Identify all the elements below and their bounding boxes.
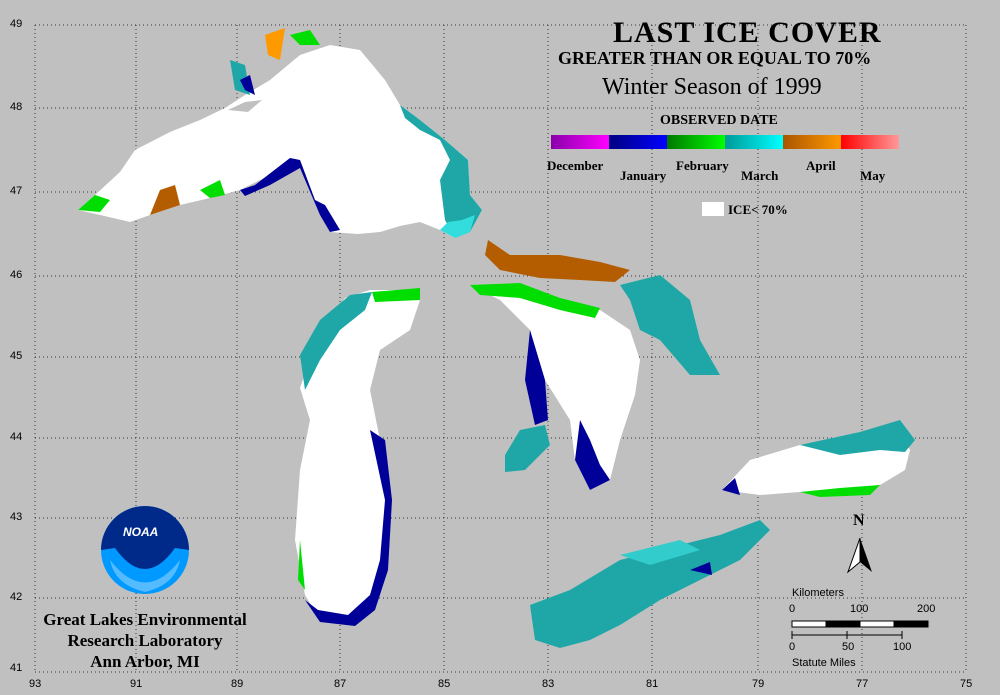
lon-label-81: 81 [646, 678, 659, 690]
lon-label-83: 83 [542, 678, 555, 690]
scale-mi-title: Statute Miles [792, 657, 856, 669]
lon-label-75: 75 [960, 678, 973, 690]
scale-km-tick-0: 0 [789, 603, 796, 615]
credit-block: Great Lakes Environmental Research Labor… [30, 609, 260, 672]
lake-erie [530, 520, 770, 648]
legend-heading: OBSERVED DATE [660, 113, 778, 128]
legend-swatch-april [783, 135, 841, 149]
credit-line-2: Research Laboratory [67, 631, 223, 650]
scale-km-tick-200: 200 [917, 603, 936, 615]
legend-label-march: March [741, 168, 779, 183]
lon-label-91: 91 [130, 678, 143, 690]
season-label: Winter Season of 1999 [602, 74, 822, 100]
lat-label-47: 47 [10, 185, 23, 197]
legend-swatch-january [609, 135, 667, 149]
lon-label-79: 79 [752, 678, 765, 690]
lat-label-41: 41 [10, 662, 23, 674]
noaa-logo-text: NOAA [123, 525, 159, 539]
lat-label-46: 46 [10, 269, 23, 281]
legend-swatch-december [551, 135, 609, 149]
legend-swatch-march [725, 135, 783, 149]
ice-below-70-label: ICE< 70% [728, 202, 788, 217]
lat-label-44: 44 [10, 431, 23, 443]
lon-label-77: 77 [856, 678, 869, 690]
lon-label-93: 93 [29, 678, 42, 690]
map-title: LAST ICE COVER [613, 16, 882, 49]
legend-label-february: February [676, 158, 729, 173]
noaa-logo-icon [101, 506, 189, 594]
lat-label-45: 45 [10, 350, 23, 362]
credit-line-3: Ann Arbor, MI [90, 652, 200, 671]
legend-label-may: May [860, 168, 886, 183]
legend-label-december: December [547, 158, 604, 173]
lon-label-85: 85 [438, 678, 451, 690]
lake-huron [470, 275, 720, 490]
observed-date-color-bar [551, 135, 899, 149]
north-label: N [853, 512, 865, 529]
ice-below-70-swatch [702, 202, 724, 216]
legend-label-april: April [806, 158, 836, 173]
legend-swatch-may [841, 135, 899, 149]
lat-label-42: 42 [10, 591, 23, 603]
lat-label-43: 43 [10, 511, 23, 523]
lake-superior [78, 28, 482, 238]
scale-km-tick-100: 100 [850, 603, 869, 615]
scale-mi-tick-0: 0 [789, 641, 796, 653]
scale-bar-miles [791, 631, 903, 639]
map-subtitle: GREATER THAN OR EQUAL TO 70% [558, 48, 872, 68]
lon-label-89: 89 [231, 678, 244, 690]
legend-label-january: January [620, 168, 667, 183]
scale-mi-tick-100: 100 [893, 641, 912, 653]
lake-ontario [722, 420, 915, 497]
lon-label-87: 87 [334, 678, 347, 690]
scale-bar-km [791, 620, 929, 628]
lat-label-49: 49 [10, 18, 23, 30]
lake-michigan [295, 288, 420, 626]
lat-label-48: 48 [10, 101, 23, 113]
scale-mi-tick-50: 50 [842, 641, 855, 653]
credit-line-1: Great Lakes Environmental [43, 610, 247, 629]
north-channel-april [485, 240, 630, 282]
scale-km-title: Kilometers [792, 587, 844, 599]
north-arrow-icon [846, 537, 872, 574]
legend-swatch-february [667, 135, 725, 149]
